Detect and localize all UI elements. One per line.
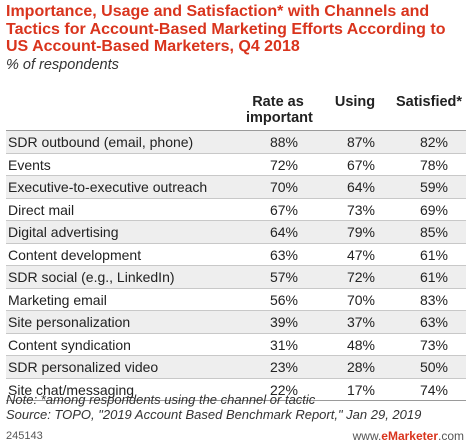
row-value: 82% [419,134,449,150]
table-row: Content development 63% 47% 61% [6,244,466,266]
row-value: 61% [419,269,449,285]
row-value: 67% [269,201,299,218]
row-value: 72% [346,269,376,285]
row-value: 63% [419,314,449,330]
row-value: 67% [346,156,376,173]
row-value: 59% [419,179,449,195]
row-value: 69% [419,201,449,218]
row-value: 85% [419,224,449,240]
source-text: Source: TOPO, "2019 Account Based Benchm… [6,407,422,422]
row-label: Site chat/messaging [8,381,135,398]
column-header-rate-as-important: Rate as important [246,94,313,126]
row-value: 22% [269,381,299,398]
row-label: Content syndication [8,336,131,353]
row-value: 78% [419,156,449,173]
row-value: 70% [269,179,299,195]
table-row: Marketing email 56% 70% 83% [6,289,466,311]
table-row: SDR social (e.g., LinkedIn) 57% 72% 61% [6,266,466,289]
row-label: Content development [8,246,142,263]
row-value: 56% [269,291,299,308]
row-label: SDR social (e.g., LinkedIn) [8,269,175,285]
table-row: SDR outbound (email, phone) 88% 87% 82% [6,131,466,154]
column-header-line: important [246,110,313,126]
row-label: Digital advertising [8,224,119,240]
row-value: 72% [269,156,299,173]
row-value: 61% [419,246,449,263]
row-label: Site personalization [8,314,131,330]
row-value: 37% [346,314,376,330]
row-value: 88% [269,134,299,150]
row-value: 79% [346,224,376,240]
row-label: SDR personalized video [8,359,159,375]
row-value: 64% [346,179,376,195]
row-value: 39% [269,314,299,330]
row-label: Direct mail [8,201,75,218]
brand-prefix: www. [352,429,382,443]
row-label: Marketing email [8,291,107,308]
brand-suffix: .com [437,429,464,443]
row-value: 57% [269,269,299,285]
row-value: 74% [419,381,449,398]
table-row: SDR personalized video 23% 28% 50% [6,356,466,379]
table-row: Direct mail 67% 73% 69% [6,199,466,221]
row-value: 83% [419,291,449,308]
row-value: 28% [346,359,376,375]
chart-id: 245143 [6,430,43,442]
chart-subtitle: % of respondents [6,57,119,73]
brand-logo: www.eMarketer.com [353,429,464,443]
row-value: 70% [346,291,376,308]
table-row: Site personalization 39% 37% 63% [6,311,466,334]
brand-name: eMarketer [381,429,438,443]
footnotes: Note: *among respondents using the chann… [6,392,421,422]
row-label: Events [8,156,51,173]
row-value: 87% [346,134,376,150]
note-text: Note: *among respondents using the chann… [6,392,316,407]
chart-title: Importance, Usage and Satisfaction* with… [6,3,446,55]
row-value: 31% [269,336,299,353]
row-value: 73% [419,336,449,353]
column-header-line: Rate as [252,94,304,110]
table-row: Executive-to-executive outreach 70% 64% 59% [6,176,466,199]
row-value: 73% [346,201,376,218]
row-value: 63% [269,246,299,263]
row-value: 17% [346,381,376,398]
table-row: Digital advertising 64% 79% 85% [6,221,466,244]
table-row: Site chat/messaging 22% 17% 74% [6,379,466,401]
table-row: Events 72% 67% 78% [6,154,466,176]
row-label: SDR outbound (email, phone) [8,134,194,150]
row-value: 23% [269,359,299,375]
table-row: Content syndication 31% 48% 73% [6,334,466,356]
row-value: 47% [346,246,376,263]
row-value: 64% [269,224,299,240]
row-label: Executive-to-executive outreach [8,179,208,195]
row-value: 48% [346,336,376,353]
column-header-satisfied: Satisfied* [395,94,463,110]
table-body: SDR outbound (email, phone) 88% 87% 82% Even… [6,130,466,401]
column-header-using: Using [334,94,376,110]
row-value: 50% [419,359,449,375]
